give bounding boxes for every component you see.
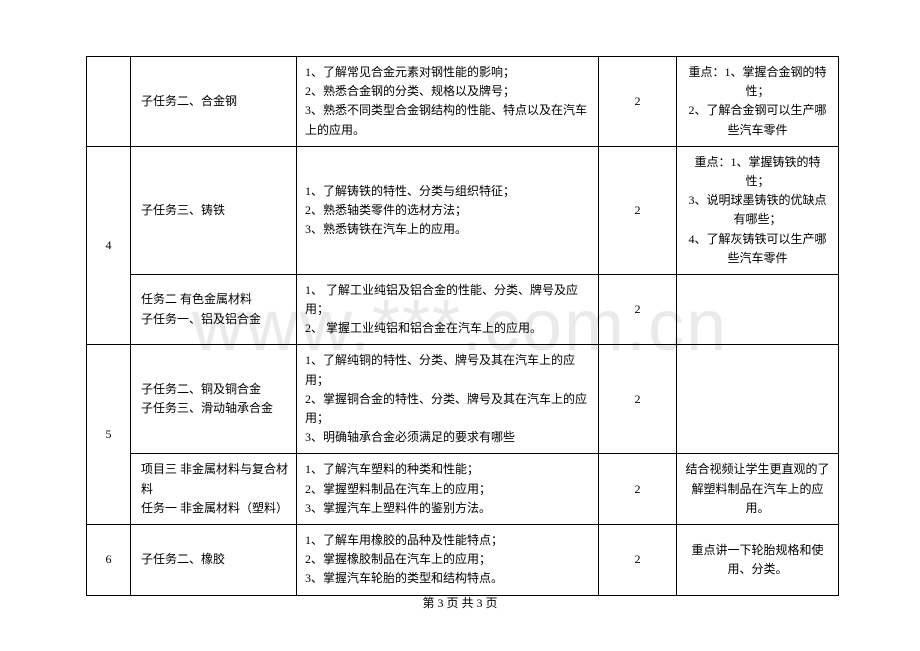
cell-remark: 重点：1、掌握合金钢的特性；2、了解合金钢可以生产哪些汽车零件 [677, 57, 839, 147]
cell-points: 1、了解纯铜的特性、分类、牌号及其在汽车上的应用；2、掌握铜合金的特性、分类、牌… [297, 345, 599, 454]
table-body: 子任务二、合金钢1、了解常见合金元素对钢性能的影响；2、熟悉合金钢的分类、规格以… [87, 57, 839, 596]
cell-hours: 2 [599, 274, 677, 345]
cell-remark [677, 274, 839, 345]
cell-hours: 2 [599, 57, 677, 147]
syllabus-table: 子任务二、合金钢1、了解常见合金元素对钢性能的影响；2、熟悉合金钢的分类、规格以… [86, 56, 839, 596]
cell-index: 4 [87, 146, 131, 345]
cell-hours: 2 [599, 345, 677, 454]
table-row: 任务二 有色金属材料子任务一、铝及铝合金1、 了解工业纯铝及铝合金的性能、分类、… [87, 274, 839, 345]
table-row: 6子任务二、橡胶1、了解车用橡胶的品种及性能特点；2、掌握橡胶制品在汽车上的应用… [87, 524, 839, 595]
table-row: 子任务二、合金钢1、了解常见合金元素对钢性能的影响；2、熟悉合金钢的分类、规格以… [87, 57, 839, 147]
document-page: { "watermark": "www.***.com.cn", "footer… [0, 0, 920, 651]
page-footer: 第 3 页 共 3 页 [0, 594, 920, 611]
cell-hours: 2 [599, 454, 677, 525]
cell-index: 5 [87, 345, 131, 525]
cell-task: 子任务二、合金钢 [131, 57, 297, 147]
cell-remark: 重点讲一下轮胎规格和使用、分类。 [677, 524, 839, 595]
cell-hours: 2 [599, 524, 677, 595]
cell-points: 1、 了解工业纯铝及铝合金的性能、分类、牌号及应用；2、 掌握工业纯铝和铝合金在… [297, 274, 599, 345]
cell-index [87, 57, 131, 147]
cell-task: 子任务二、铜及铜合金子任务三、滑动轴承合金 [131, 345, 297, 454]
cell-hours: 2 [599, 146, 677, 274]
cell-task: 任务二 有色金属材料子任务一、铝及铝合金 [131, 274, 297, 345]
cell-points: 1、了解铸铁的特性、分类与组织特征；2、熟悉轴类零件的选材方法；3、熟悉铸铁在汽… [297, 146, 599, 274]
table-row: 4子任务三、铸铁1、了解铸铁的特性、分类与组织特征；2、熟悉轴类零件的选材方法；… [87, 146, 839, 274]
cell-remark: 重点：1、掌握铸铁的特性；3、说明球墨铸铁的优缺点有哪些；4、了解灰铸铁可以生产… [677, 146, 839, 274]
cell-task: 项目三 非金属材料与复合材料任务一 非金属材料（塑料） [131, 454, 297, 525]
cell-task: 子任务二、橡胶 [131, 524, 297, 595]
cell-points: 1、了解常见合金元素对钢性能的影响；2、熟悉合金钢的分类、规格以及牌号；3、熟悉… [297, 57, 599, 147]
cell-task: 子任务三、铸铁 [131, 146, 297, 274]
cell-points: 1、了解汽车塑料的种类和性能；2、掌握塑料制品在汽车上的应用；3、掌握汽车上塑料… [297, 454, 599, 525]
cell-index: 6 [87, 524, 131, 595]
table-row: 5子任务二、铜及铜合金子任务三、滑动轴承合金1、了解纯铜的特性、分类、牌号及其在… [87, 345, 839, 454]
cell-points: 1、了解车用橡胶的品种及性能特点；2、掌握橡胶制品在汽车上的应用；3、掌握汽车轮… [297, 524, 599, 595]
cell-remark [677, 345, 839, 454]
table-row: 项目三 非金属材料与复合材料任务一 非金属材料（塑料）1、了解汽车塑料的种类和性… [87, 454, 839, 525]
cell-remark: 结合视频让学生更直观的了解塑料制品在汽车上的应用。 [677, 454, 839, 525]
